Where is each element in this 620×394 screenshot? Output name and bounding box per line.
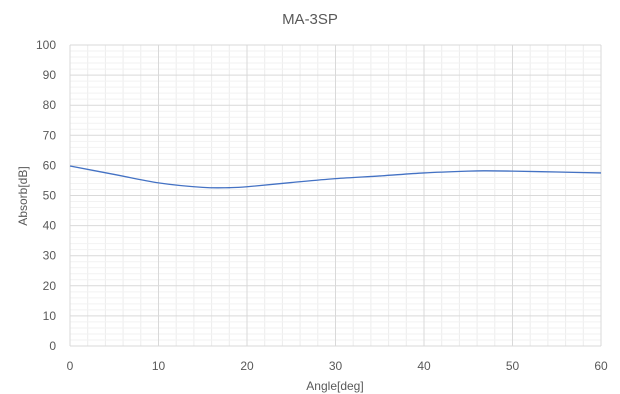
y-tick-label: 20 [43, 279, 57, 293]
y-tick-label: 40 [43, 219, 57, 233]
y-axis-ticks: 0 10 20 30 40 50 60 70 80 90 100 [36, 38, 56, 353]
x-axis-ticks: 0 10 20 30 40 50 60 [67, 359, 608, 373]
y-tick-label: 10 [43, 309, 57, 323]
x-tick-label: 60 [594, 359, 608, 373]
major-grid [69, 44, 602, 347]
y-tick-label: 50 [43, 189, 57, 203]
series-group [69, 165, 602, 189]
y-tick-label: 80 [43, 98, 57, 112]
x-tick-label: 10 [152, 359, 166, 373]
x-tick-label: 40 [417, 359, 431, 373]
x-tick-label: 50 [506, 359, 520, 373]
series-line [69, 165, 602, 189]
x-tick-label: 20 [240, 359, 254, 373]
y-tick-label: 60 [43, 158, 57, 172]
y-tick-label: 30 [43, 249, 57, 263]
y-tick-label: 90 [43, 68, 57, 82]
x-axis-label: Angle[deg] [306, 379, 363, 393]
x-tick-label: 30 [329, 359, 343, 373]
y-tick-label: 100 [36, 38, 56, 52]
y-axis-label: Absorb[dB] [16, 166, 30, 225]
chart-title: MA-3SP [282, 11, 338, 28]
y-tick-label: 70 [43, 128, 57, 142]
y-tick-label: 0 [49, 339, 56, 353]
x-tick-label: 0 [67, 359, 74, 373]
